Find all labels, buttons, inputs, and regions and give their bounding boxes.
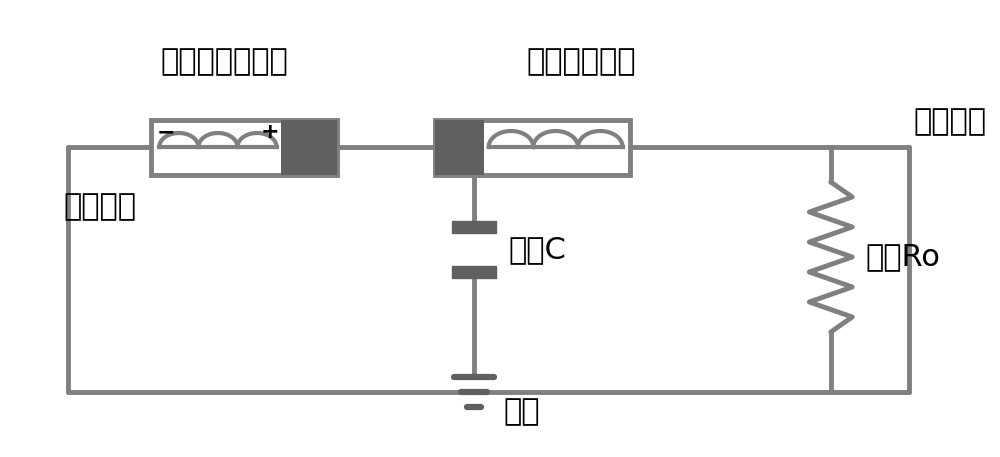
Text: 输出脉冲: 输出脉冲 — [914, 107, 987, 137]
Bar — [151, 119, 337, 175]
Text: 接地: 接地 — [503, 398, 540, 426]
Text: −: − — [156, 122, 175, 142]
Text: 电阻Ro: 电阻Ro — [865, 243, 940, 271]
Text: +: + — [261, 122, 280, 142]
Bar — [452, 266, 496, 278]
Bar — [435, 119, 484, 175]
Text: 电容C: 电容C — [508, 235, 566, 264]
Bar — [435, 119, 630, 175]
Text: 激励脉冲: 激励脉冲 — [64, 192, 137, 222]
Bar — [452, 221, 496, 233]
Bar — [281, 119, 337, 175]
Text: 非易失性忆阻器: 非易失性忆阻器 — [161, 47, 289, 76]
Text: 易失性忆阻器: 易失性忆阻器 — [527, 47, 636, 76]
